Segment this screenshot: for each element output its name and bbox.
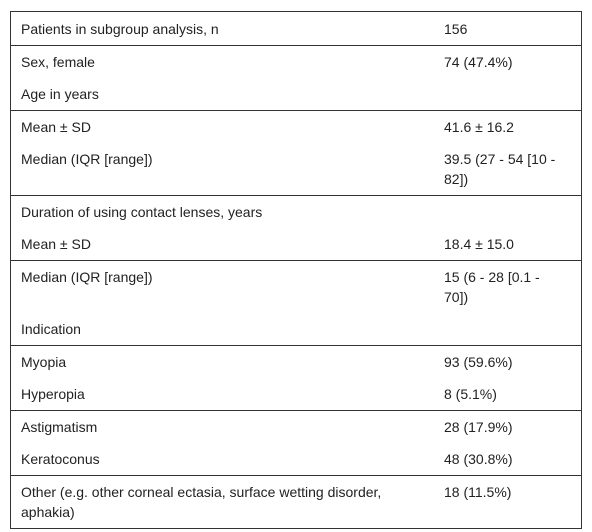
row-value: 41.6 ± 16.2 — [444, 119, 514, 135]
row-label: Sex, female — [21, 54, 95, 70]
table-row: Mean ± SD 18.4 ± 15.0 — [11, 228, 581, 260]
row-label: Other (e.g. other corneal ectasia, surfa… — [21, 484, 382, 520]
row-label: Mean ± SD — [21, 119, 91, 135]
table-row: Duration of using contact lenses, years — [11, 196, 581, 228]
row-value — [433, 313, 581, 345]
table-row: Sex, female 74 (47.4%) — [11, 46, 581, 78]
table-group: Myopia 93 (59.6%) Hyperopia 8 (5.1%) — [11, 345, 581, 410]
table-group: Median (IQR [range]) 15 (6 - 28 [0.1 - 70… — [11, 260, 581, 345]
table: Patients in subgroup analysis, n 156 Sex, … — [10, 11, 582, 529]
table-group: Patients in subgroup analysis, n 156 — [11, 11, 581, 45]
row-label: Keratoconus — [21, 451, 100, 467]
table-row: Indication — [11, 313, 581, 345]
table-row: Keratoconus 48 (30.8%) — [11, 443, 581, 475]
row-label: Hyperopia — [21, 386, 85, 402]
table-row: Mean ± SD 41.6 ± 16.2 — [11, 111, 581, 143]
row-value: 8 (5.1%) — [444, 386, 497, 402]
row-value — [433, 78, 581, 110]
row-value: 156 — [444, 21, 468, 37]
row-label: Age in years — [21, 86, 99, 102]
row-label: Astigmatism — [21, 419, 98, 435]
row-value — [433, 196, 581, 228]
row-value: 18 (11.5%) — [444, 484, 512, 500]
table-row: Hyperopia 8 (5.1%) — [11, 378, 581, 410]
row-label: Myopia — [21, 354, 67, 370]
table-row: Median (IQR [range]) 15 (6 - 28 [0.1 - 70… — [11, 261, 581, 313]
table-row: Myopia 93 (59.6%) — [11, 346, 581, 378]
row-label: Patients in subgroup analysis, n — [21, 21, 219, 37]
row-label: Indication — [21, 321, 81, 337]
table-row: Median (IQR [range]) 39.5 (27 - 54 [10 - … — [11, 143, 581, 195]
row-value: 93 (59.6%) — [444, 354, 513, 370]
row-value: 15 (6 - 28 [0.1 - 70]) — [444, 269, 540, 305]
table-row: Age in years — [11, 78, 581, 110]
table-group: Mean ± SD 41.6 ± 16.2 Median (IQR [range])… — [11, 110, 581, 195]
row-value: 48 (30.8%) — [444, 451, 513, 467]
row-value: 39.5 (27 - 54 [10 - 82]) — [444, 151, 556, 187]
row-value: 28 (17.9%) — [444, 419, 513, 435]
row-value: 18.4 ± 15.0 — [444, 236, 514, 252]
table-row: Other (e.g. other corneal ectasia, surfa… — [11, 476, 581, 528]
table-row: Patients in subgroup analysis, n 156 — [11, 12, 581, 45]
table-row: Astigmatism 28 (17.9%) — [11, 411, 581, 443]
row-label: Median (IQR [range]) — [21, 269, 153, 285]
row-label: Duration of using contact lenses, years — [21, 204, 263, 220]
row-value: 74 (47.4%) — [444, 54, 513, 70]
table-group: Duration of using contact lenses, years M… — [11, 195, 581, 260]
row-label: Mean ± SD — [21, 236, 91, 252]
table-group: Sex, female 74 (47.4%) Age in years — [11, 45, 581, 110]
table-group: Astigmatism 28 (17.9%) Keratoconus 48 (30.8… — [11, 410, 581, 475]
row-label: Median (IQR [range]) — [21, 151, 153, 167]
table-group: Other (e.g. other corneal ectasia, surfa… — [11, 475, 581, 528]
